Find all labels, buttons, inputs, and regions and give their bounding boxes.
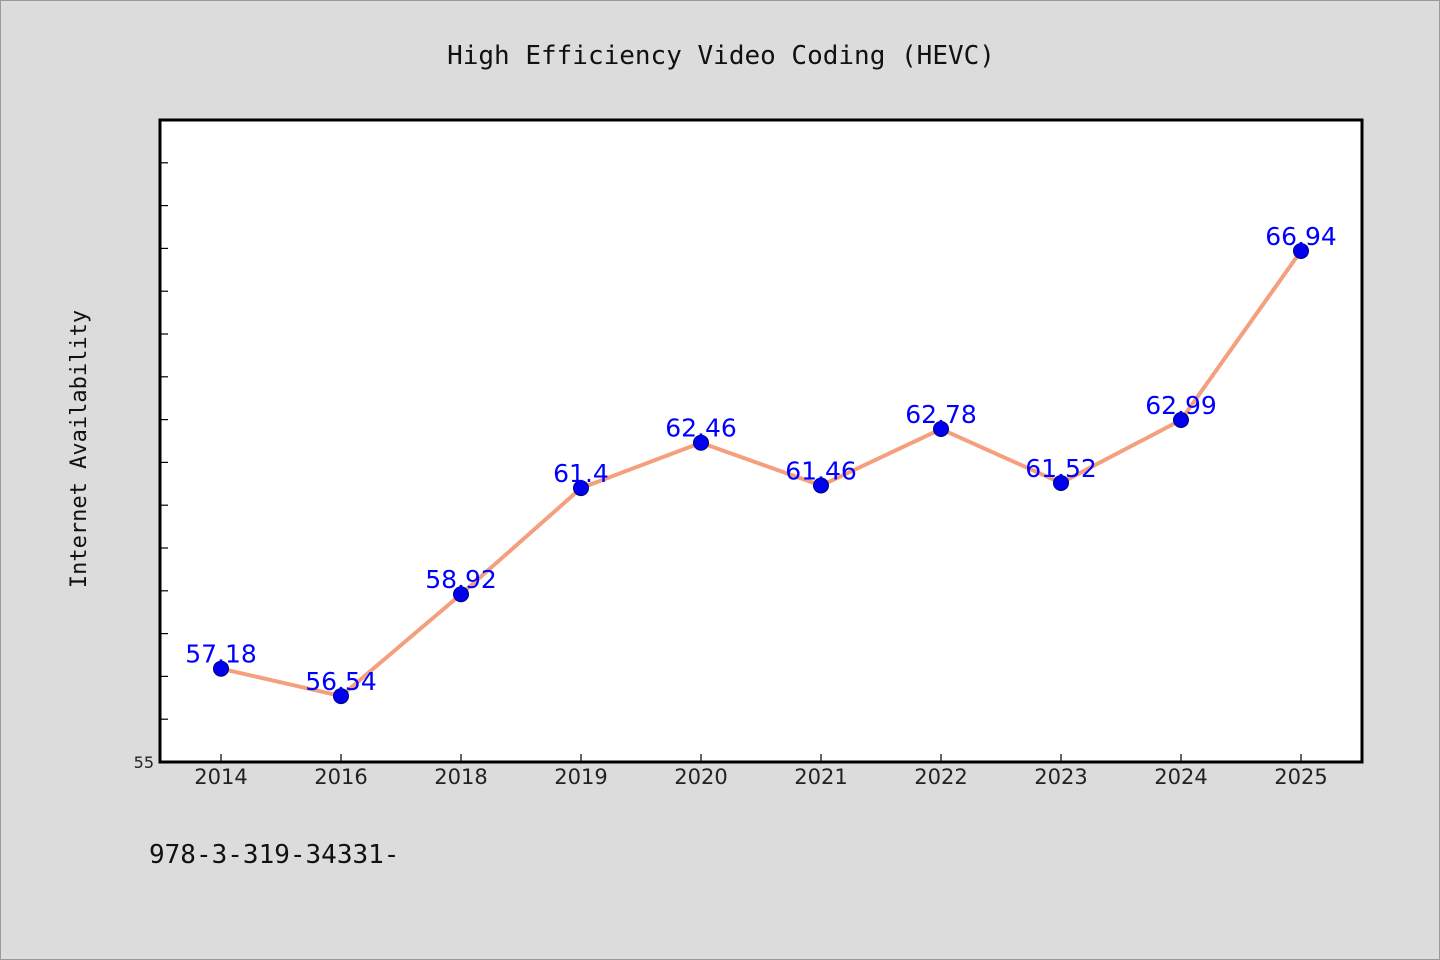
x-tick-label: 2025 [1274,765,1327,789]
x-tick-label: 2014 [194,765,247,789]
data-label: 61.46 [785,457,857,486]
data-label: 66.94 [1265,222,1337,251]
data-point [1053,474,1069,491]
data-point [813,477,829,494]
y-tick-label: 55 [134,753,154,772]
y-axis-ticks: 55 [134,162,168,772]
x-tick-label: 2021 [794,765,847,789]
plot-area [158,118,1364,764]
data-point [693,434,709,451]
footnote: 978-3-319-34331- [149,840,399,870]
data-label: 62.78 [905,400,977,429]
data-label: 61.52 [1025,454,1097,483]
data-point [453,586,469,603]
data-label: 58.92 [425,565,497,594]
x-tick-label: 2016 [314,765,367,789]
x-tick-label: 2022 [914,765,967,789]
x-tick-label: 2020 [674,765,727,789]
data-labels: 57.18 56.54 58.92 61.4 62.46 61.46 62.78 61.52 6… [185,222,1337,696]
data-point [1293,242,1309,259]
x-tick-label: 2018 [434,765,487,789]
data-label: 62.46 [665,414,737,443]
data-point [333,688,349,705]
series-line [219,248,1303,699]
data-point [573,480,589,497]
x-tick-label: 2023 [1034,765,1087,789]
data-point [1173,412,1189,429]
data-label: 62.99 [1145,391,1217,420]
data-label: 57.18 [185,640,257,669]
data-label: 61.4 [553,459,609,488]
series-group [213,242,1309,705]
chart-title: High Efficiency Video Coding (HEVC) [447,41,995,71]
x-tick-label: 2019 [554,765,607,789]
data-label: 56.54 [305,667,377,696]
data-point [213,660,229,677]
data-point [933,421,949,438]
x-axis-ticks: 2014 2016 2018 2019 2020 2021 2022 2023 2024 2025 [194,754,1328,789]
y-axis-label: Internet Availability [67,310,92,588]
x-tick-label: 2024 [1154,765,1207,789]
